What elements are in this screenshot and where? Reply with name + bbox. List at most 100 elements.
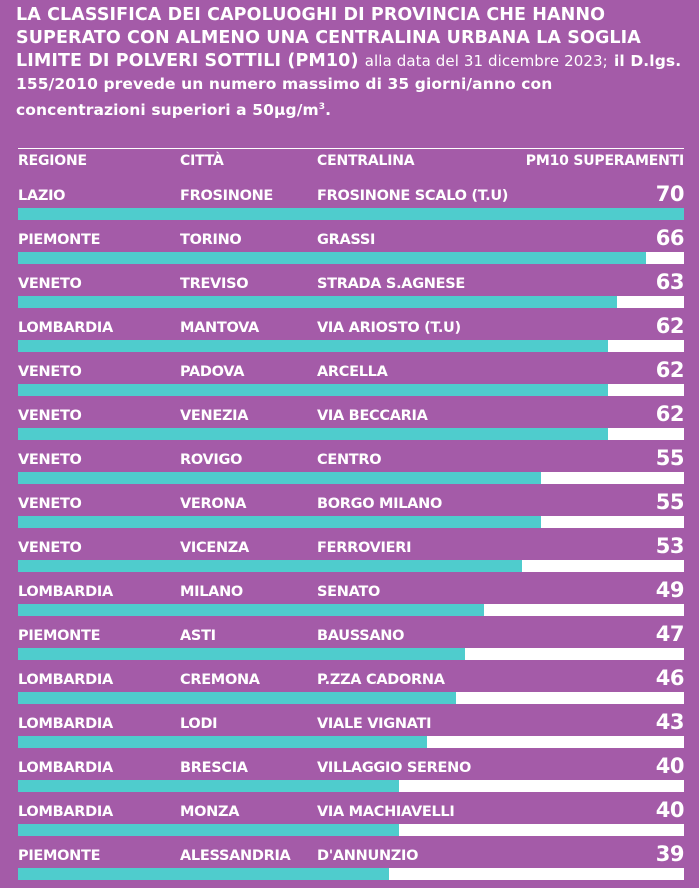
citta-cell: BRESCIA <box>180 760 248 776</box>
title-note: il D.lgs. 155/2010 prevede un numero mas… <box>16 52 681 119</box>
title-date: alla data del 31 dicembre 2023; <box>364 52 608 70</box>
pm10-value-label: 49 <box>655 578 685 602</box>
bar-track <box>18 868 684 880</box>
regione-cell: LOMBARDIA <box>18 672 113 688</box>
regione-cell: VENETO <box>18 276 82 292</box>
header-divider <box>18 148 684 149</box>
citta-cell: PADOVA <box>180 364 245 380</box>
citta-cell: CREMONA <box>180 672 260 688</box>
title-note-sup: 3 <box>318 102 326 112</box>
pm10-value-label: 53 <box>655 534 685 558</box>
title-note-text: il D.lgs. 155/2010 prevede un numero mas… <box>16 52 682 120</box>
centralina-cell: VIA MACHIAVELLI <box>317 804 455 820</box>
regione-cell: PIEMONTE <box>18 848 101 864</box>
bar-track <box>18 384 684 396</box>
centralina-cell: D'ANNUNZIO <box>317 848 419 864</box>
regione-cell: VENETO <box>18 540 82 556</box>
bar-track <box>18 472 684 484</box>
pm10-value-label: 63 <box>655 270 685 294</box>
bar-track <box>18 296 684 308</box>
bar <box>18 252 646 264</box>
regione-cell: VENETO <box>18 364 82 380</box>
table-row: PIEMONTE TORINO GRASSI 66 <box>0 226 699 272</box>
citta-cell: LODI <box>180 716 218 732</box>
bar <box>18 208 684 220</box>
bar <box>18 692 456 704</box>
pm10-value-label: 62 <box>655 402 685 426</box>
bar-track <box>18 648 684 660</box>
bar-track <box>18 780 684 792</box>
citta-cell: TREVISO <box>180 276 249 292</box>
pm10-value-label: 62 <box>655 358 685 382</box>
citta-cell: FROSINONE <box>180 188 274 204</box>
regione-cell: VENETO <box>18 452 82 468</box>
regione-cell: LOMBARDIA <box>18 320 113 336</box>
bar <box>18 384 608 396</box>
regione-cell: PIEMONTE <box>18 232 101 248</box>
pm10-value-label: 47 <box>655 622 685 646</box>
centralina-cell: P.ZZA CADORNA <box>317 672 445 688</box>
centralina-cell: VILLAGGIO SERENO <box>317 760 471 776</box>
centralina-cell: VIALE VIGNATI <box>317 716 432 732</box>
title-note-end: . <box>325 101 332 120</box>
pm10-value-label: 70 <box>655 182 685 206</box>
citta-cell: MILANO <box>180 584 243 600</box>
column-header-pm10: PM10 SUPERAMENTI <box>525 153 684 169</box>
bar-track <box>18 824 684 836</box>
centralina-cell: VIA BECCARIA <box>317 408 428 424</box>
bar <box>18 340 608 352</box>
table-row: LOMBARDIA MONZA VIA MACHIAVELLI 40 <box>0 798 699 844</box>
centralina-cell: GRASSI <box>317 232 376 248</box>
bar <box>18 428 608 440</box>
bar-track <box>18 516 684 528</box>
pm10-value-label: 43 <box>655 710 685 734</box>
bar <box>18 648 466 660</box>
table-row: LOMBARDIA CREMONA P.ZZA CADORNA 46 <box>0 666 699 712</box>
bar-track <box>18 340 684 352</box>
citta-cell: ASTI <box>180 628 216 644</box>
table-row: VENETO VERONA BORGO MILANO 55 <box>0 490 699 536</box>
regione-cell: LOMBARDIA <box>18 584 113 600</box>
citta-cell: VENEZIA <box>180 408 249 424</box>
bar <box>18 604 485 616</box>
centralina-cell: CENTRO <box>317 452 382 468</box>
table-row: PIEMONTE ALESSANDRIA D'ANNUNZIO 39 <box>0 842 699 888</box>
bar-track <box>18 428 684 440</box>
citta-cell: VERONA <box>180 496 247 512</box>
centralina-cell: VIA ARIOSTO (T.U) <box>317 320 461 336</box>
table-row: LOMBARDIA MANTOVA VIA ARIOSTO (T.U) 62 <box>0 314 699 360</box>
pm10-value-label: 39 <box>655 842 685 866</box>
column-header-regione: REGIONE <box>18 153 87 169</box>
bar <box>18 560 523 572</box>
pm10-value-label: 55 <box>655 446 685 470</box>
citta-cell: VICENZA <box>180 540 249 556</box>
title-bold: LA CLASSIFICA DEI CAPOLUOGHI DI PROVINCI… <box>16 5 641 71</box>
centralina-cell: FROSINONE SCALO (T.U) <box>317 188 509 204</box>
regione-cell: VENETO <box>18 408 82 424</box>
bar <box>18 736 428 748</box>
pm10-value-label: 66 <box>655 226 685 250</box>
bar-track <box>18 604 684 616</box>
centralina-cell: BAUSSANO <box>317 628 405 644</box>
bar-track <box>18 560 684 572</box>
bar-track <box>18 208 684 220</box>
regione-cell: LOMBARDIA <box>18 716 113 732</box>
column-header-centralina: CENTRALINA <box>317 153 415 169</box>
pm10-value-label: 46 <box>655 666 685 690</box>
regione-cell: PIEMONTE <box>18 628 101 644</box>
centralina-cell: FERROVIERI <box>317 540 412 556</box>
centralina-cell: BORGO MILANO <box>317 496 442 512</box>
bar <box>18 296 618 308</box>
regione-cell: VENETO <box>18 496 82 512</box>
pm10-value-label: 62 <box>655 314 685 338</box>
citta-cell: MANTOVA <box>180 320 259 336</box>
bar <box>18 472 542 484</box>
table-row: LOMBARDIA BRESCIA VILLAGGIO SERENO 40 <box>0 754 699 800</box>
centralina-cell: STRADA S.AGNESE <box>317 276 465 292</box>
citta-cell: TORINO <box>180 232 242 248</box>
centralina-cell: ARCELLA <box>317 364 388 380</box>
table-row: LAZIO FROSINONE FROSINONE SCALO (T.U) 70 <box>0 182 699 228</box>
regione-cell: LOMBARDIA <box>18 804 113 820</box>
bar-track <box>18 692 684 704</box>
bar-track <box>18 252 684 264</box>
